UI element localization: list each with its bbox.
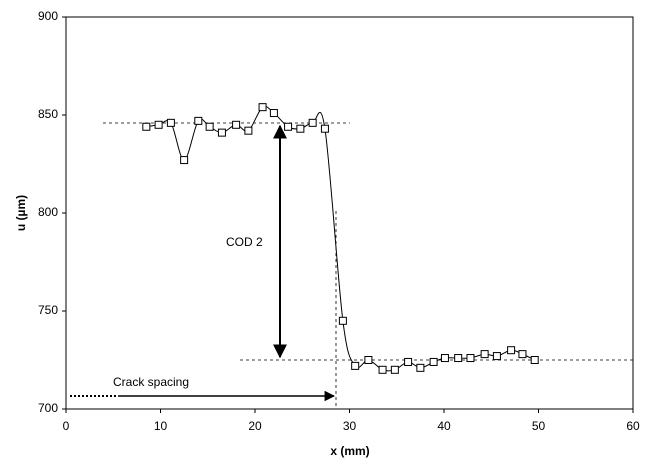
data-point [390, 365, 399, 374]
data-point [364, 356, 373, 364]
y-tick-label: 750 [38, 303, 58, 317]
annotation: COD 2 [226, 235, 263, 249]
x-axis-label: x (mm) [330, 444, 369, 458]
y-tick-label: 900 [38, 9, 58, 23]
x-tick-label: 30 [343, 419, 357, 433]
data-point [492, 352, 501, 361]
annotation: Crack spacing [113, 375, 189, 389]
data-point [308, 118, 317, 127]
data-point [166, 118, 175, 127]
data-point [154, 120, 163, 129]
x-tick-label: 20 [248, 419, 262, 433]
data-point [530, 356, 539, 364]
y-tick-label: 800 [38, 205, 58, 219]
data-point [217, 128, 226, 137]
y-axis-label: u (µm) [14, 195, 28, 231]
data-point [320, 124, 329, 133]
data-point [258, 103, 267, 112]
data-point [416, 363, 425, 372]
data-point [338, 316, 347, 325]
data-point [404, 357, 413, 366]
x-tick-label: 60 [626, 419, 640, 433]
data-point [440, 354, 449, 363]
data-point [454, 354, 463, 363]
y-tick-label: 700 [38, 401, 58, 415]
data-point [296, 124, 305, 133]
data-point [284, 122, 293, 131]
data-point [466, 354, 475, 363]
data-point [480, 350, 489, 359]
data-point [142, 122, 151, 131]
data-point [244, 126, 253, 135]
data-point [180, 156, 189, 165]
x-tick-label: 50 [532, 419, 546, 433]
data-point [507, 346, 516, 355]
x-tick-label: 0 [63, 419, 70, 433]
data-point [194, 116, 203, 125]
data-point [378, 365, 387, 374]
y-tick-label: 850 [38, 107, 58, 121]
x-tick-label: 40 [437, 419, 451, 433]
data-point [351, 361, 360, 370]
data-point [269, 109, 278, 118]
data-point [518, 350, 527, 359]
data-line [146, 105, 535, 372]
data-point [429, 357, 438, 366]
plot-frame [65, 16, 634, 410]
data-point [205, 122, 214, 131]
x-tick-label: 10 [154, 419, 168, 433]
data-point [232, 120, 241, 129]
